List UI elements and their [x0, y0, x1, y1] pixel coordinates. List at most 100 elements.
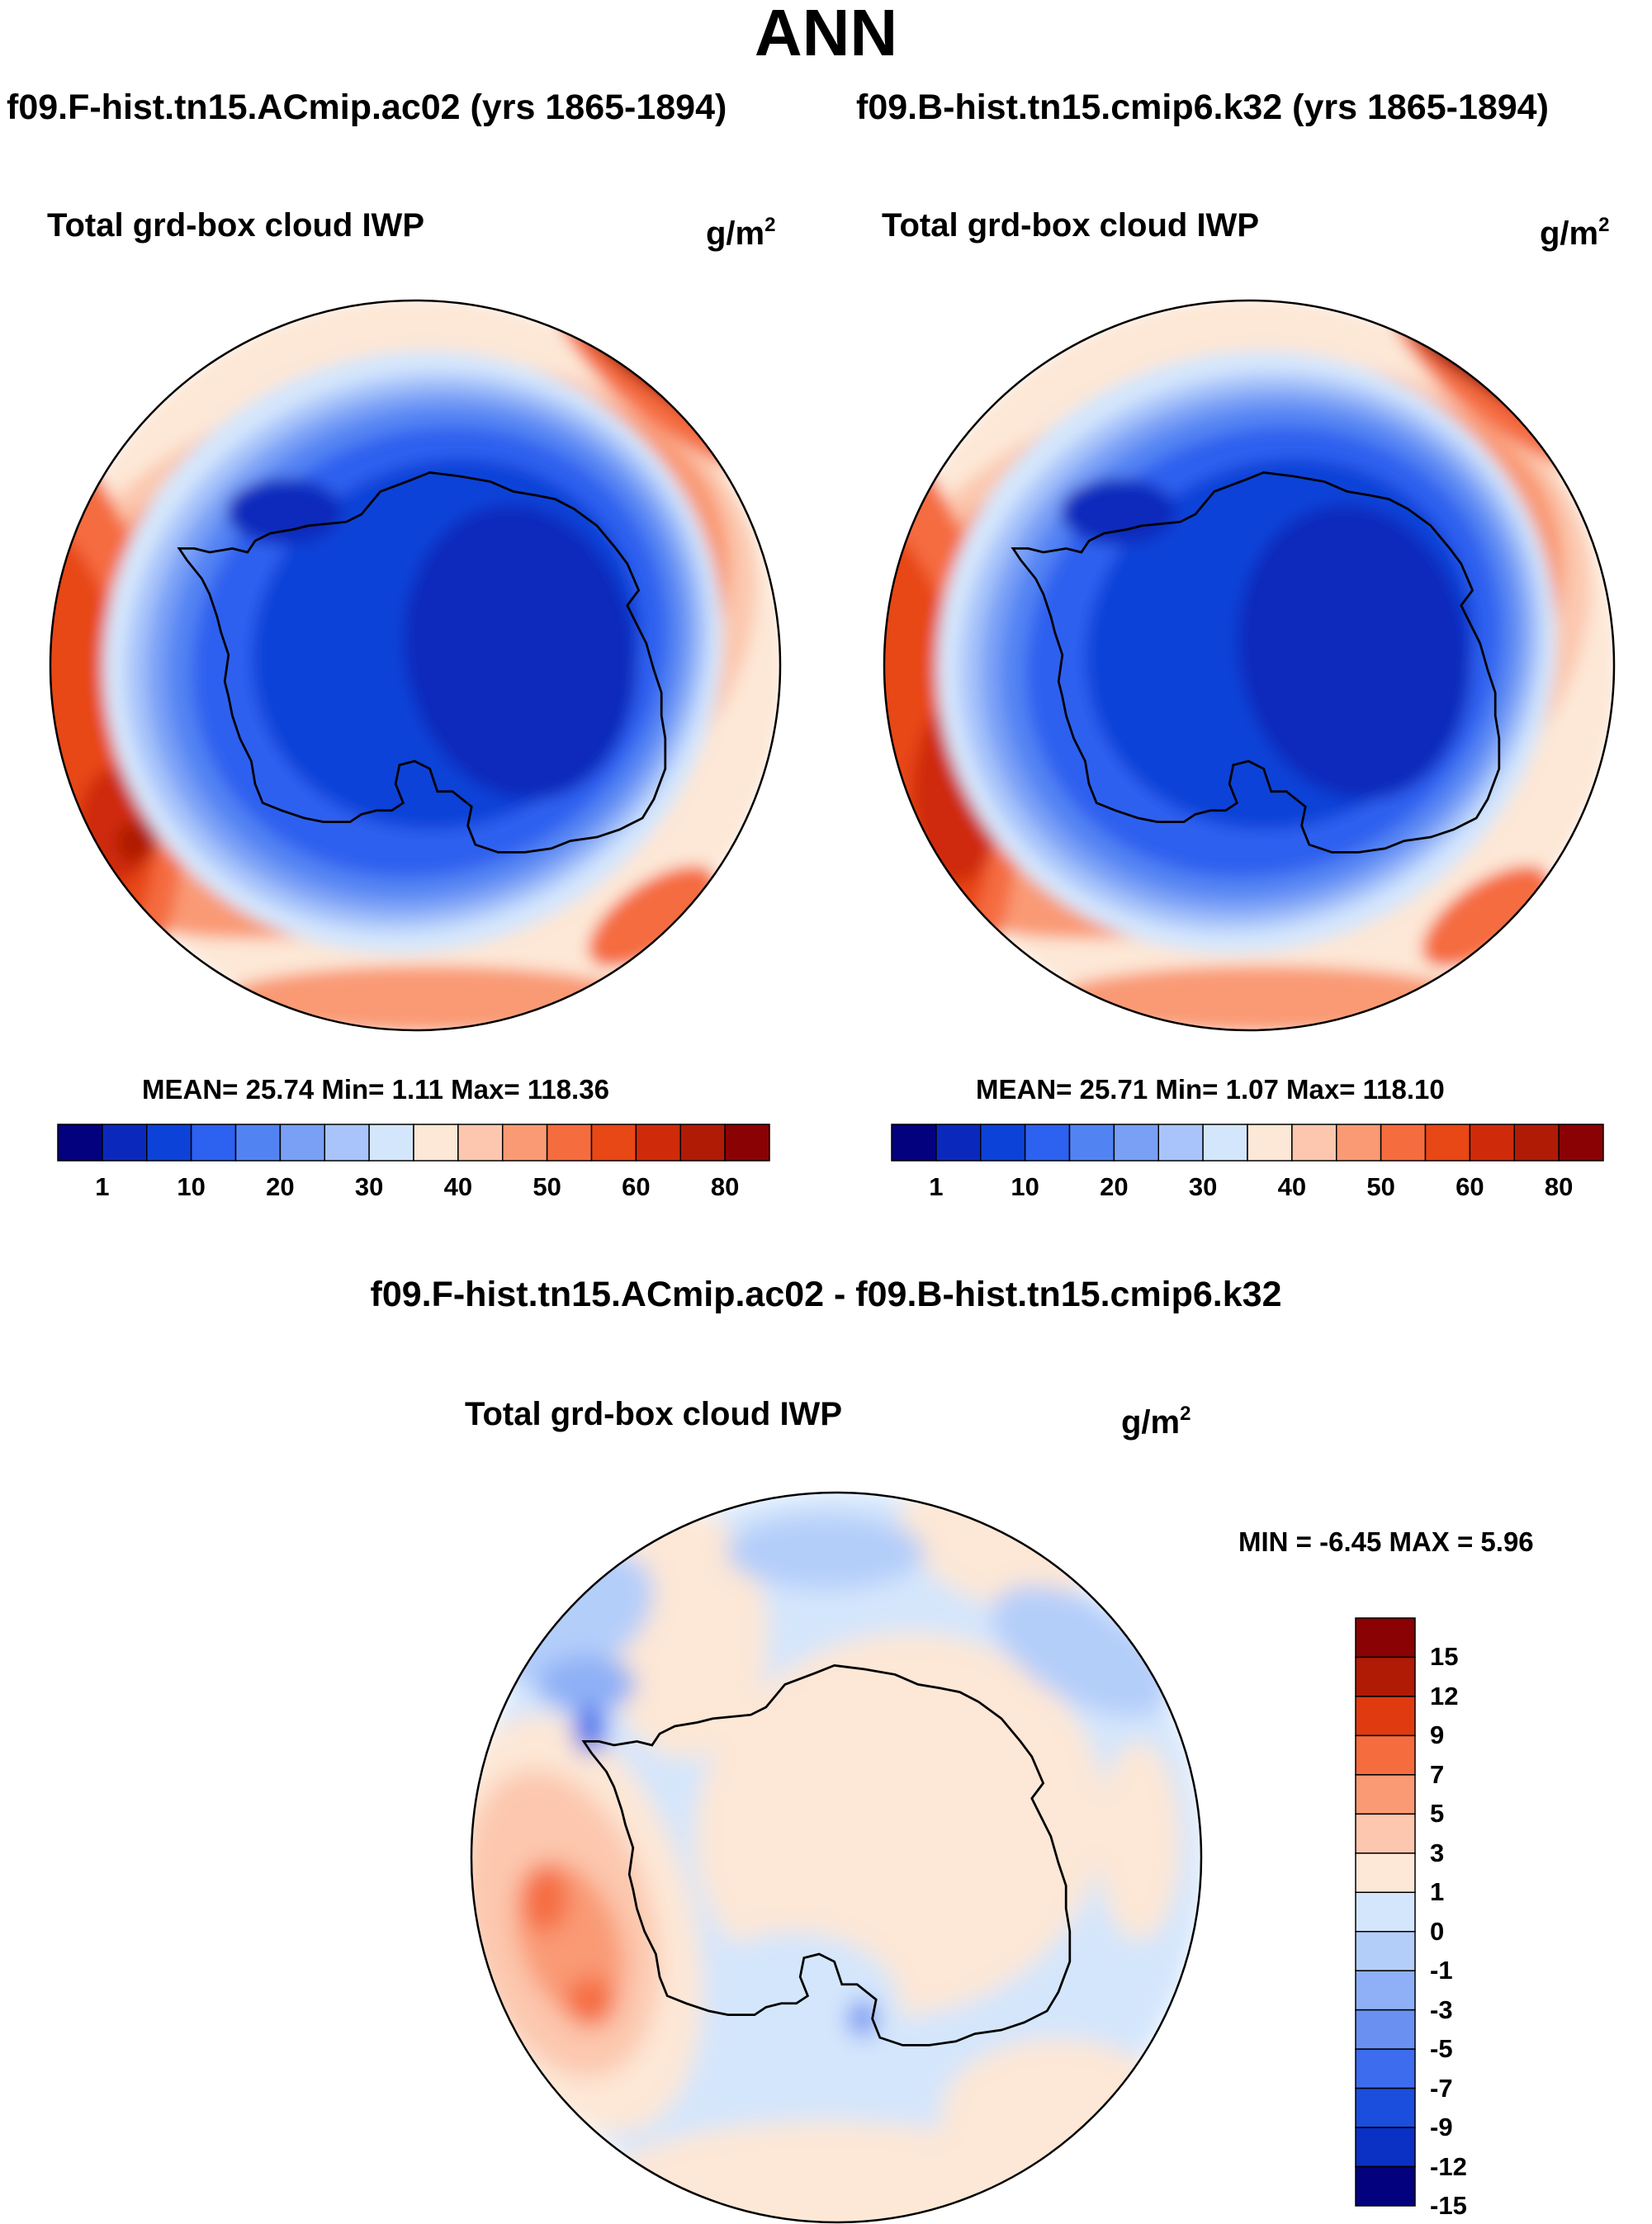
panel1-colorbar-tick-label: 30 — [354, 1172, 384, 1201]
panel2-colorbar-tick-label: 40 — [1277, 1172, 1307, 1201]
diff-colorbar-tick-label: 15 — [1430, 1642, 1459, 1672]
diff-colorbar-swatch-6 — [1355, 1853, 1416, 1894]
panel2-var-title: Total grd-box cloud IWP — [882, 207, 1259, 244]
panel1-var-title: Total grd-box cloud IWP — [47, 207, 424, 244]
diff-colorbar-swatch-2 — [1355, 1696, 1416, 1737]
diff-map — [471, 1493, 1201, 2222]
panel2-colorbar-swatch-7 — [1202, 1124, 1248, 1162]
diff-var-title: Total grd-box cloud IWP — [465, 1396, 842, 1432]
diff-colorbar-tick-label: -5 — [1430, 2034, 1453, 2064]
panel1-map — [50, 300, 780, 1030]
panel1-colorbar-swatch-12 — [590, 1124, 637, 1162]
panel2-colorbar-tick-label: 50 — [1366, 1172, 1395, 1201]
panel1-run-title: f09.F-hist.tn15.ACmip.ac02 (yrs 1865-189… — [7, 88, 727, 127]
panel1-stats: MEAN= 25.74 Min= 1.11 Max= 118.36 — [142, 1074, 609, 1105]
panel2-colorbar-swatch-4 — [1068, 1124, 1115, 1162]
panel2-colorbar-swatch-12 — [1424, 1124, 1471, 1162]
panel2-colorbar-tick-label: 1 — [929, 1172, 944, 1201]
panel2-colorbar-swatch-5 — [1113, 1124, 1159, 1162]
panel2-colorbar-tick-label: 60 — [1456, 1172, 1484, 1201]
panel1-colorbar-tick-label: 40 — [443, 1172, 473, 1201]
diff-colorbar-swatch-14 — [1355, 2165, 1416, 2207]
diff-colorbar-tick-label: 0 — [1430, 1916, 1445, 1946]
panel1-colorbar — [57, 1124, 770, 1162]
panel2-map-border — [883, 299, 1616, 1032]
panel1-colorbar-tick-label: 1 — [95, 1172, 110, 1201]
panel1-colorbar-swatch-7 — [368, 1124, 414, 1162]
panel2-colorbar-tick-label: 30 — [1188, 1172, 1218, 1201]
panel2-colorbar-swatch-10 — [1336, 1124, 1382, 1162]
diff-colorbar-tick-label: -15 — [1430, 2191, 1467, 2220]
diff-colorbar-tick-label: -12 — [1430, 2151, 1467, 2181]
diff-colorbar-swatch-8 — [1355, 1930, 1416, 1971]
diff-colorbar-tick-label: 7 — [1430, 1759, 1445, 1789]
diff-colorbar-swatch-10 — [1355, 2009, 1416, 2050]
panel2-colorbar-swatch-13 — [1469, 1124, 1515, 1162]
panel1-colorbar-tick-label: 20 — [266, 1172, 295, 1201]
panel1-colorbar-tick-label: 50 — [533, 1172, 561, 1201]
panel1-colorbar-swatch-1 — [102, 1124, 148, 1162]
panel2-colorbar-swatch-6 — [1157, 1124, 1204, 1162]
diff-colorbar-swatch-5 — [1355, 1813, 1416, 1854]
diff-colorbar-tick-label: 12 — [1430, 1681, 1459, 1711]
diff-colorbar-swatch-13 — [1355, 2127, 1416, 2168]
panel1-colorbar-swatch-5 — [279, 1124, 325, 1162]
panel1-colorbar-swatch-11 — [546, 1124, 593, 1162]
panel1-colorbar-swatch-0 — [57, 1124, 103, 1162]
panel1-colorbar-swatch-13 — [635, 1124, 681, 1162]
panel1-colorbar-swatch-14 — [679, 1124, 726, 1162]
panel2-units: g/m2 — [1540, 214, 1610, 252]
panel2-colorbar-swatch-3 — [1024, 1124, 1071, 1162]
main-title: ANN — [754, 0, 898, 69]
diff-title: f09.F-hist.tn15.ACmip.ac02 - f09.B-hist.… — [370, 1275, 1282, 1314]
panel1-colorbar-tick-label: 10 — [177, 1172, 206, 1201]
panel2-colorbar-swatch-1 — [935, 1124, 982, 1162]
diff-colorbar-swatch-11 — [1355, 2048, 1416, 2089]
diff-colorbar-swatch-3 — [1355, 1734, 1416, 1776]
diff-colorbar-tick-label: -7 — [1430, 2073, 1453, 2103]
diff-colorbar-swatch-0 — [1355, 1617, 1416, 1659]
panel1-colorbar-swatch-9 — [457, 1124, 504, 1162]
panel1-colorbar-swatch-10 — [502, 1124, 548, 1162]
panel1-map-border — [49, 299, 782, 1032]
diff-colorbar-tick-label: 9 — [1430, 1720, 1445, 1750]
panel2-colorbar-tick-label: 10 — [1011, 1172, 1039, 1201]
panel1-colorbar-tick-label: 60 — [622, 1172, 651, 1201]
panel2-colorbar-swatch-9 — [1291, 1124, 1337, 1162]
panel2-colorbar-swatch-2 — [980, 1124, 1026, 1162]
diff-colorbar-tick-label: 1 — [1430, 1877, 1445, 1907]
diff-colorbar-swatch-1 — [1355, 1656, 1416, 1697]
diff-colorbar-tick-label: 3 — [1430, 1838, 1445, 1867]
panel2-colorbar-swatch-0 — [891, 1124, 937, 1162]
panel1-colorbar-swatch-15 — [724, 1124, 770, 1162]
diff-colorbar-tick-label: 5 — [1430, 1799, 1445, 1829]
panel1-units: g/m2 — [706, 214, 776, 252]
diff-stats: MIN = -6.45 MAX = 5.96 — [1238, 1526, 1534, 1557]
panel1-colorbar-swatch-8 — [413, 1124, 459, 1162]
panel2-colorbar-swatch-8 — [1247, 1124, 1293, 1162]
panel2-run-title: f09.B-hist.tn15.cmip6.k32 (yrs 1865-1894… — [856, 88, 1549, 127]
panel1-colorbar-swatch-4 — [234, 1124, 282, 1162]
diff-units: g/m2 — [1121, 1403, 1191, 1441]
diff-colorbar-tick-label: -9 — [1430, 2113, 1453, 2142]
panel2-colorbar-tick-label: 20 — [1100, 1172, 1129, 1201]
diff-colorbar-tick-label: -1 — [1430, 1956, 1453, 1985]
diff-colorbar-swatch-4 — [1355, 1774, 1416, 1815]
panel1-colorbar-swatch-3 — [190, 1124, 237, 1162]
diff-colorbar-swatch-9 — [1355, 1970, 1416, 2011]
panel2-colorbar — [891, 1124, 1604, 1162]
panel2-colorbar-tick-label: 80 — [1544, 1172, 1574, 1201]
panel1-colorbar-swatch-2 — [146, 1124, 192, 1162]
diff-colorbar-swatch-7 — [1355, 1891, 1416, 1933]
panel2-colorbar-swatch-15 — [1558, 1124, 1604, 1162]
panel1-colorbar-swatch-6 — [324, 1124, 370, 1162]
panel2-colorbar-swatch-14 — [1513, 1124, 1560, 1162]
panel2-stats: MEAN= 25.71 Min= 1.07 Max= 118.10 — [976, 1074, 1445, 1105]
diff-colorbar-swatch-12 — [1355, 2087, 1416, 2128]
diff-colorbar-tick-label: -3 — [1430, 1995, 1453, 2024]
panel2-colorbar-swatch-11 — [1380, 1124, 1427, 1162]
diff-map-border — [470, 1491, 1203, 2224]
diff-colorbar — [1355, 1617, 1416, 2207]
panel1-colorbar-tick-label: 80 — [710, 1172, 740, 1201]
